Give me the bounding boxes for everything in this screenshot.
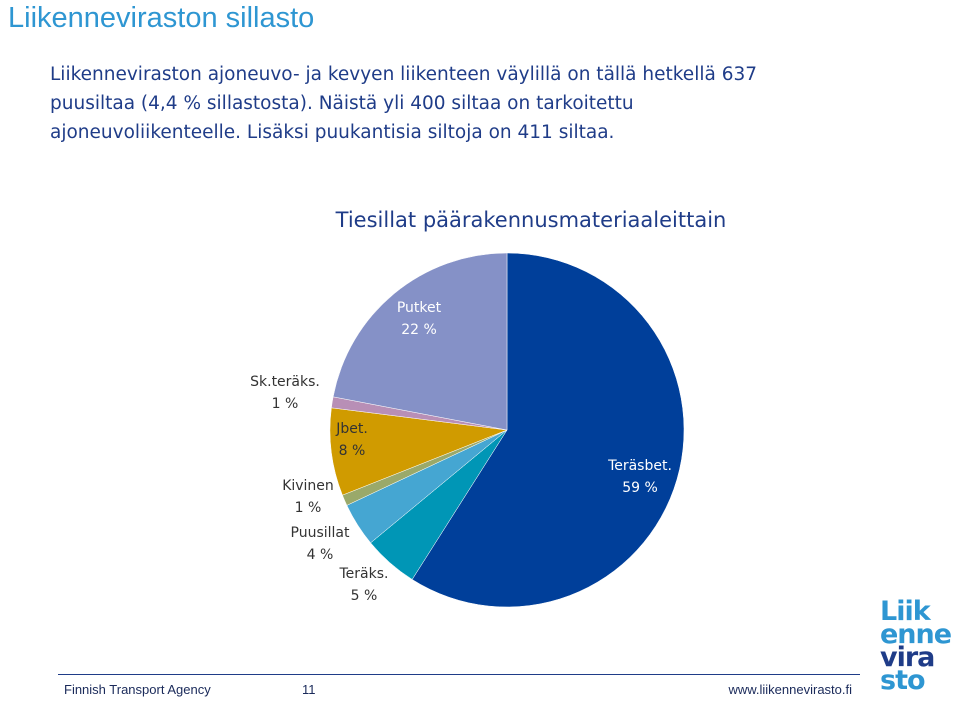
- logo-line: enne: [880, 619, 952, 650]
- slice-label-name: Puusillat: [291, 525, 350, 541]
- page-title: Liikenneviraston sillasto: [8, 2, 315, 34]
- logo-line: sto: [880, 665, 926, 696]
- slice-label-value: 5 %: [351, 588, 378, 604]
- slice-label-value: 1 %: [272, 396, 299, 412]
- slice-label-name: Teräsbet.: [607, 458, 672, 474]
- intro-line: Liikenneviraston ajoneuvo- ja kevyen lii…: [50, 64, 758, 85]
- page-number: 11: [302, 682, 316, 697]
- footer-website[interactable]: www.liikennevirasto.fi: [728, 682, 852, 697]
- slice-label-value: 59 %: [622, 480, 658, 496]
- slice-label-value: 4 %: [307, 547, 334, 563]
- slice-label-name: Teräks.: [339, 566, 389, 582]
- intro-line: ajoneuvoliikenteelle. Lisäksi puukantisi…: [50, 122, 615, 143]
- footer-divider: [58, 674, 860, 675]
- slice-label-value: 1 %: [295, 500, 322, 516]
- pie-slice-tersbet: [411, 252, 685, 608]
- intro-paragraph: Liikenneviraston ajoneuvo- ja kevyen lii…: [50, 60, 850, 147]
- slice-label-name: Sk.teräks.: [250, 374, 320, 390]
- slice-label-name: Putket: [397, 300, 442, 316]
- slice-label-value: 22 %: [401, 322, 437, 338]
- liikennevirasto-logo: Liik enne vira sto: [880, 596, 960, 696]
- chart-title: Tiesillat päärakennusmateriaaleittain: [335, 208, 727, 232]
- slice-label-name: Jbet.: [335, 421, 368, 437]
- logo-line: Liik: [880, 596, 931, 627]
- footer-organization: Finnish Transport Agency: [64, 682, 211, 697]
- slice-label-value: 8 %: [339, 443, 366, 459]
- intro-line: puusiltaa (4,4 % sillastosta). Näistä yl…: [50, 93, 634, 114]
- pie-slice-putket: [332, 252, 508, 431]
- pie-slice-jbet: [329, 407, 508, 496]
- logo-line: vira: [880, 642, 935, 673]
- slice-label-name: Kivinen: [282, 478, 334, 494]
